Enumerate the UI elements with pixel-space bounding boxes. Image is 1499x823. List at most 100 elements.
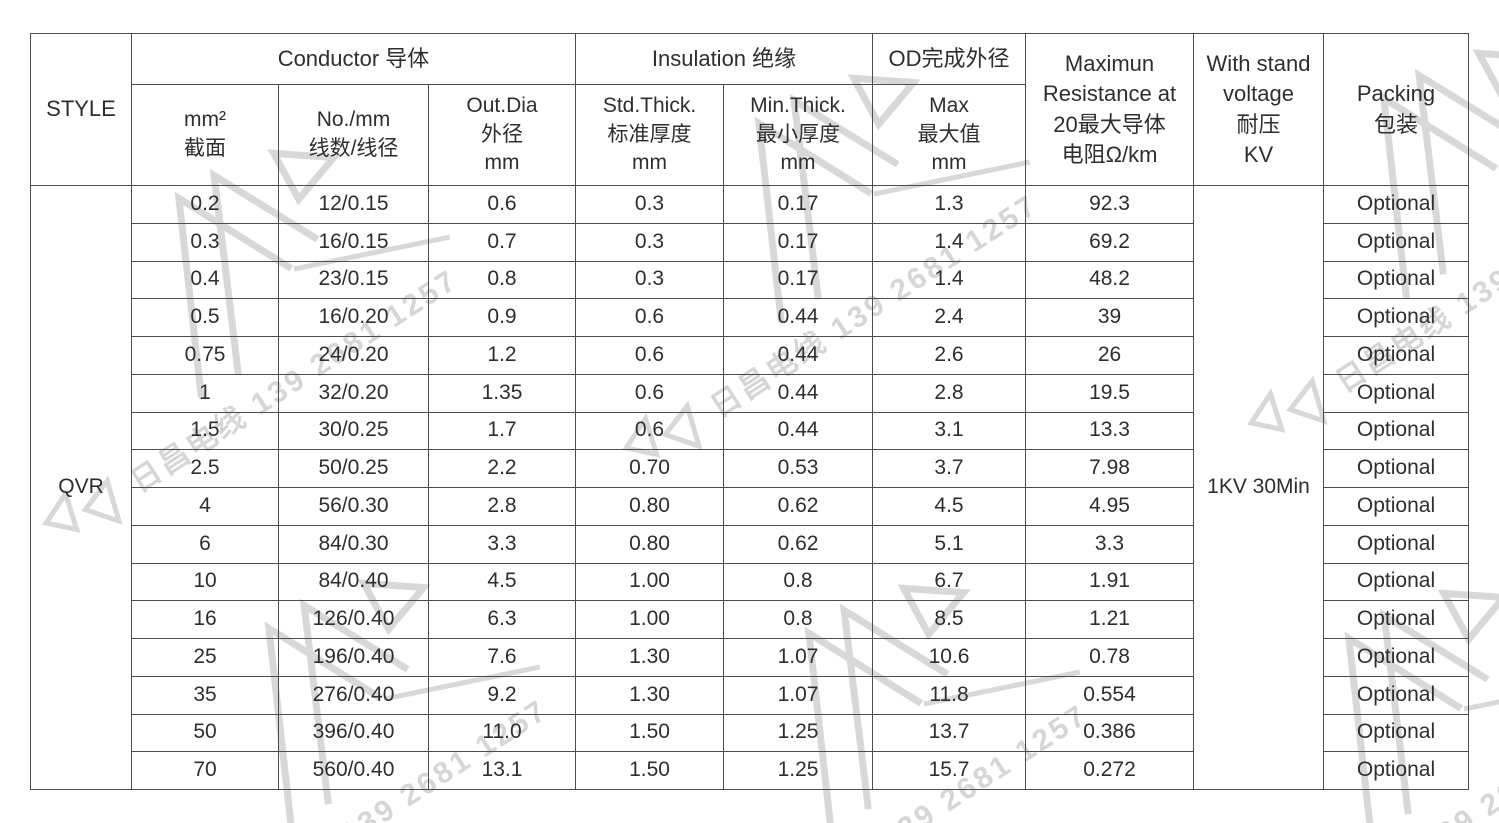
table-cell: 19.5 (1025, 373, 1195, 413)
table-cell: 1.7 (428, 411, 576, 451)
table-cell: 0.554 (1025, 675, 1195, 715)
table-cell: 11.8 (872, 675, 1027, 715)
table-cell: 0.62 (722, 487, 874, 526)
table-cell: 0.7 (428, 222, 576, 262)
table-row: 1.5 30/0.25 1.7 0.6 0.44 3.1 13.3 Optional (31, 411, 1470, 451)
table-cell: 0.80 (575, 487, 724, 526)
table-cell: 2.8 (428, 487, 576, 526)
table-cell: 13.1 (428, 751, 576, 790)
table-cell: 0.3 (575, 222, 724, 262)
table-cell: 26 (1025, 336, 1195, 375)
table-cell: 16/0.15 (278, 222, 429, 262)
watermark-triangles-icon (673, 0, 777, 22)
table-cell: 2.5 (131, 449, 279, 488)
packing-cell: Optional (1323, 713, 1470, 753)
packing-cell: Optional (1323, 185, 1470, 224)
header-conductor-group: Conductor 导体 (131, 33, 576, 85)
table-cell: 0.44 (722, 411, 874, 451)
header-min-thick: Min.Thick. 最小厚度 mm (722, 84, 874, 186)
table-cell: 13.3 (1025, 411, 1195, 451)
table-cell: 1.00 (575, 600, 724, 639)
table-cell: 10 (131, 562, 279, 602)
table-cell: 35 (131, 675, 279, 715)
table-cell: 9.2 (428, 675, 576, 715)
table-cell: 0.2 (131, 185, 279, 224)
packing-cell: Optional (1323, 411, 1470, 451)
table-cell: 69.2 (1025, 222, 1195, 262)
table-cell: 30/0.25 (278, 411, 429, 451)
table-cell: 50 (131, 713, 279, 753)
table-cell: 84/0.30 (278, 524, 429, 564)
table-cell: 0.6 (575, 336, 724, 375)
table-cell: 1.25 (722, 751, 874, 790)
table-cell: 3.1 (872, 411, 1027, 451)
table-cell: 0.70 (575, 449, 724, 488)
packing-cell: Optional (1323, 751, 1470, 790)
table-cell: 1 (131, 373, 279, 413)
table-cell: 70 (131, 751, 279, 790)
table-cell: 560/0.40 (278, 751, 429, 790)
table-cell: 11.0 (428, 713, 576, 753)
table-cell: 0.53 (722, 449, 874, 488)
header-voltage: With stand voltage 耐压 KV (1193, 33, 1325, 186)
packing-cell: Optional (1323, 638, 1470, 677)
table-cell: 1.50 (575, 713, 724, 753)
table-cell: 1.4 (872, 222, 1027, 262)
spec-table: STYLE Conductor 导体 Insulation 绝缘 OD完成外径 … (30, 33, 1470, 790)
table-cell: 1.2 (428, 336, 576, 375)
table-body: QVR 0.2 12/0.15 0.6 0.3 0.17 1.3 92.3 1KV 30Min O… (30, 185, 1470, 790)
table-cell: 0.75 (131, 336, 279, 375)
table-cell: 84/0.40 (278, 562, 429, 602)
header-resistance: Maximun Resistance at 20最大导体 电阻Ω/km (1025, 33, 1195, 186)
packing-cell: Optional (1323, 562, 1470, 602)
header-row-groups: STYLE Conductor 导体 Insulation 绝缘 OD完成外径 … (30, 33, 1470, 186)
table-cell: 3.3 (428, 524, 576, 564)
table-cell: 1.00 (575, 562, 724, 602)
table-cell: 4.5 (428, 562, 576, 602)
header-insulation-group: Insulation 绝缘 (574, 33, 874, 85)
table-cell: 0.4 (131, 260, 279, 300)
style-cell: QVR (30, 185, 132, 790)
table-cell: 0.8 (722, 562, 874, 602)
table-cell: 0.6 (575, 373, 724, 413)
table-cell: 0.44 (722, 298, 874, 337)
table-cell: 1.21 (1025, 600, 1195, 639)
table-cell: 25 (131, 638, 279, 677)
watermark-unit: 日昌电线 139 2681 1257 (133, 0, 570, 27)
table-cell: 1.07 (722, 638, 874, 677)
table-cell: 0.8 (428, 260, 576, 300)
packing-cell: Optional (1323, 336, 1470, 375)
table-cell: 0.17 (722, 222, 874, 262)
watermark-unit: 日昌电线 139 2681 1257 (1213, 0, 1499, 27)
table-cell: 48.2 (1025, 260, 1195, 300)
table-cell: 0.80 (575, 524, 724, 564)
packing-cell: Optional (1323, 600, 1470, 639)
table-cell: 1.07 (722, 675, 874, 715)
table-cell: 6 (131, 524, 279, 564)
table-cell: 1.50 (575, 751, 724, 790)
table-cell: 1.30 (575, 675, 724, 715)
table-cell: 56/0.30 (278, 487, 429, 526)
table-cell: 0.3 (575, 185, 724, 224)
header-style: STYLE (30, 33, 132, 186)
table-cell: 4.95 (1025, 487, 1195, 526)
packing-cell: Optional (1323, 298, 1470, 337)
table-cell: 50/0.25 (278, 449, 429, 488)
table-cell: 0.44 (722, 373, 874, 413)
table-cell: 1.4 (872, 260, 1027, 300)
table-cell: 1.35 (428, 373, 576, 413)
table-cell: 0.6 (575, 298, 724, 337)
table-row: 2.5 50/0.25 2.2 0.70 0.53 3.7 7.98 Optional (31, 449, 1470, 488)
table-cell: 4 (131, 487, 279, 526)
table-cell: 2.4 (872, 298, 1027, 337)
table-cell: 7.6 (428, 638, 576, 677)
packing-cell: Optional (1323, 260, 1470, 300)
table-cell: 0.3 (131, 222, 279, 262)
table-cell: 23/0.15 (278, 260, 429, 300)
table-cell: 0.386 (1025, 713, 1195, 753)
voltage-cell: 1KV 30Min (1193, 185, 1325, 790)
table-row: 4 56/0.30 2.8 0.80 0.62 4.5 4.95 Optional (31, 487, 1470, 526)
table-cell: 0.5 (131, 298, 279, 337)
table-cell: 0.17 (722, 185, 874, 224)
